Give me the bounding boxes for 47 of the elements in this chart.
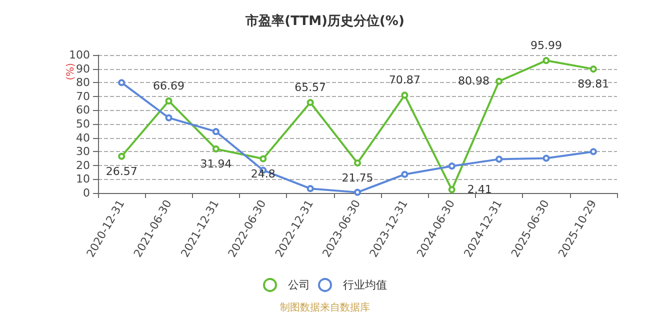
data-label: 2.41	[467, 183, 492, 196]
legend-label: 行业均值	[343, 278, 387, 292]
point	[118, 79, 126, 86]
point	[165, 114, 172, 122]
point	[212, 128, 220, 136]
point	[496, 156, 503, 163]
point	[165, 97, 172, 104]
data-label: 89.81	[578, 78, 610, 91]
point	[590, 66, 597, 73]
y-tick-label: 30	[76, 145, 90, 158]
y-tick-label: 90	[76, 62, 90, 76]
y-tick-label: 50	[76, 118, 90, 130]
point	[590, 148, 597, 156]
point	[354, 159, 361, 166]
y-tick-label: 10	[76, 172, 90, 186]
data-label: 26.57	[106, 164, 138, 178]
legend-label: 公司	[288, 278, 310, 292]
y-tick-label: 80	[76, 76, 90, 90]
point	[542, 57, 550, 64]
y-tick-label: 60	[76, 104, 90, 117]
y-tick-label: 20	[76, 158, 90, 172]
data-label: 66.69	[153, 79, 185, 92]
point	[496, 78, 503, 85]
data-label: 95.99	[530, 39, 562, 52]
y-tick-label: 70	[76, 90, 90, 103]
data-label: 31.94	[200, 157, 232, 170]
data-label: 65.57	[294, 81, 326, 94]
point	[448, 186, 456, 194]
y-tick-label: 40	[76, 131, 90, 144]
data-label: 21.75	[342, 171, 374, 184]
point	[118, 152, 126, 160]
point	[354, 188, 361, 196]
point	[212, 145, 220, 152]
point	[401, 92, 408, 99]
y-axis-title: (%)	[66, 62, 76, 80]
point	[542, 154, 550, 162]
data-label: 70.87	[388, 74, 420, 87]
text: 制图数据来自数据库	[280, 302, 370, 314]
data-label: 80.98	[458, 74, 490, 88]
chart-title: 市盈率(TTM)历史分位(%)	[244, 13, 404, 29]
point	[448, 162, 456, 170]
point	[260, 155, 267, 162]
y-tick-label: 100	[69, 48, 90, 62]
point	[306, 185, 314, 192]
point	[306, 99, 314, 106]
y-tick-label: 0	[83, 186, 90, 200]
point	[401, 170, 408, 178]
